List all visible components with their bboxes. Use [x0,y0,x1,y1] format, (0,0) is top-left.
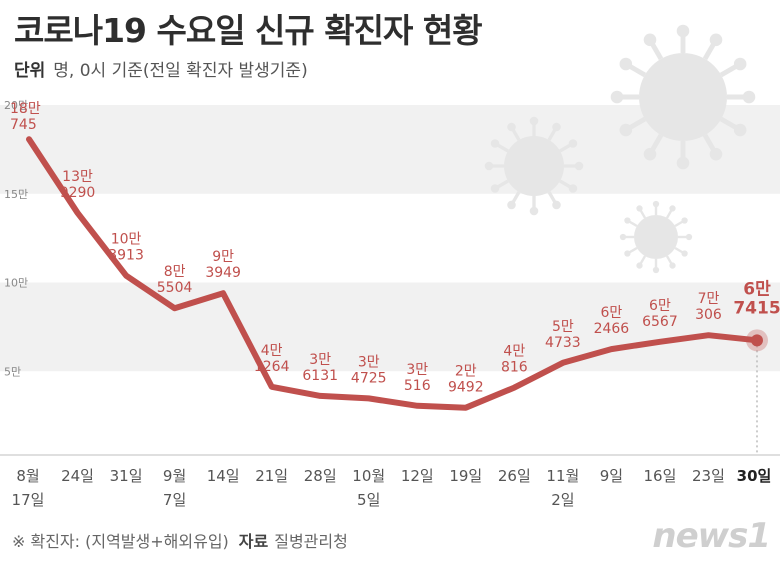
data-label: 4725 [351,370,387,386]
virus-icon [619,200,693,274]
x-tick-label: 14일 [207,467,240,485]
data-label: 7415 [733,298,780,318]
x-tick-label: 31일 [110,467,143,485]
data-label: 745 [10,117,37,133]
data-label: 2466 [594,321,630,337]
x-tick-label: 17일 [12,491,45,509]
virus-icon [610,24,756,170]
x-tick-label: 24일 [61,467,94,485]
footer-note: ※ 확진자: (지역발생+해외유입) [12,532,229,551]
data-label: 3913 [108,248,144,264]
data-label: 3만 [358,354,380,370]
x-tick-label: 5일 [357,491,380,509]
x-tick-label: 30일 [737,467,772,485]
y-tick-label: 10만 [4,277,28,290]
x-tick-label: 9일 [600,467,623,485]
x-tick-label: 7일 [163,491,186,509]
data-label: 5504 [157,280,193,296]
data-label: 6만 [743,279,771,299]
footer: ※ 확진자: (지역발생+해외유입) 자료 질병관리청 [12,528,348,552]
grid-band [0,282,780,372]
data-label: 1264 [254,359,290,375]
x-tick-label: 10월 [352,467,385,485]
y-tick-label: 20만 [4,99,28,112]
x-tick-label: 12일 [401,467,434,485]
x-tick-label: 26일 [498,467,531,485]
data-label: 7만 [698,291,720,307]
data-label: 6567 [642,314,678,330]
data-point [751,334,763,347]
x-tick-label: 11월 [546,467,579,485]
unit-text: 명, 0시 기준(전일 확진자 발생기준) [53,61,308,81]
data-label: 10만 [111,232,142,248]
data-label: 306 [695,307,722,323]
x-tick-label: 28일 [304,467,337,485]
series-line [26,136,760,411]
x-tick-label: 21일 [255,467,288,485]
unit-note: 단위 명, 0시 기준(전일 확진자 발생기준) [14,56,308,81]
data-label: 4만 [503,344,525,360]
x-tick-label: 19일 [449,467,482,485]
data-label: 4만 [261,343,283,359]
data-label: 9만 [212,249,234,265]
source-label: 자료 [238,532,269,551]
data-label: 8만 [164,264,186,280]
data-label: 18만 [10,101,41,117]
data-label: 3만 [309,352,331,368]
page-title: 코로나19 수요일 신규 확진자 현황 [14,11,483,50]
x-tick-label: 9월 [163,467,186,485]
y-tick-label: 15만 [4,188,28,201]
virus-icon [484,116,584,216]
data-label: 6만 [649,298,671,314]
data-label: 2만 [455,364,477,380]
data-label: 3만 [406,362,428,378]
data-label: 516 [404,378,431,394]
x-tick-label: 2일 [551,491,574,509]
data-label: 6131 [302,368,338,384]
data-label: 13만 [62,169,93,185]
data-label: 5만 [552,319,574,335]
source-text: 질병관리청 [274,532,348,551]
data-label: 816 [501,360,528,376]
data-label: 9492 [448,380,484,396]
y-tick-label: 5만 [4,365,21,378]
news1-logo: news1 [652,516,771,556]
x-tick-label: 23일 [692,467,725,485]
data-label: 3949 [205,265,241,281]
data-label: 4733 [545,335,581,351]
unit-label: 단위 [14,61,46,81]
x-tick-label: 8월 [16,467,39,485]
data-label: 6만 [601,305,623,321]
data-label: 9290 [60,185,96,201]
x-tick-label: 16일 [643,467,676,485]
